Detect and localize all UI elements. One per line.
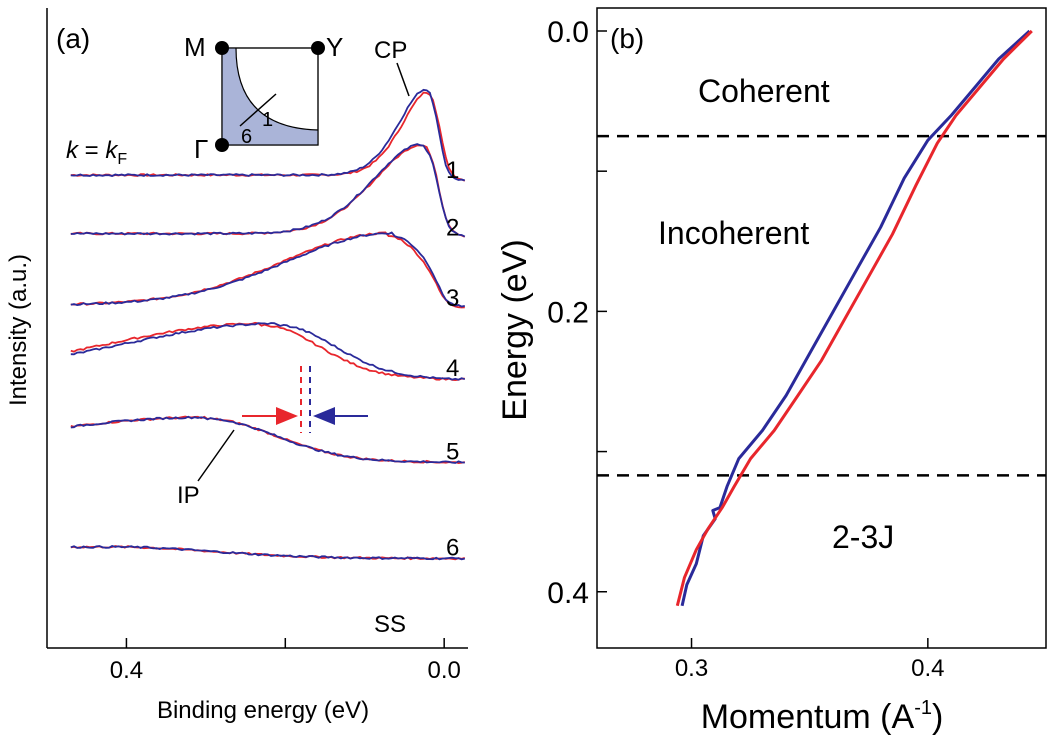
inset-square-outline: [221, 47, 319, 146]
inset-m-label: M: [184, 32, 206, 62]
edc-4-blue: [70, 322, 466, 381]
kf-sub: F: [117, 151, 127, 168]
inset-cut-1: 1: [262, 109, 273, 131]
panel-b-label: (b): [610, 23, 644, 54]
kf-eq: =: [78, 137, 105, 164]
ip-pointer: [197, 429, 235, 482]
inset-y-point: [311, 41, 325, 55]
panel-a-x-label: Binding energy (eV): [157, 697, 369, 724]
cp-label: CP: [374, 37, 407, 64]
kf-k: k: [66, 137, 80, 164]
edc-label-5: 5: [446, 438, 459, 465]
edc-5-blue: [70, 415, 465, 464]
edc-curve-labels: 1 2 3 4 5 6: [446, 157, 459, 562]
panel-b-y-tick-label: 0.2: [547, 296, 589, 329]
edc-1-blue: [70, 88, 466, 182]
edc-label-3: 3: [446, 285, 459, 312]
panel-a-x-tick-label: 0.4: [110, 657, 143, 684]
edc-label-6: 6: [446, 534, 459, 561]
panel-a-y-label: Intensity (a.u.): [5, 254, 32, 406]
peak-shift-markers: [242, 366, 368, 433]
panel-b-y-ticks: 0.0 0.2 0.4: [547, 16, 607, 610]
panel-a-label: (a): [56, 23, 90, 54]
panel-b: (b) 0.0 0.2 0.4 0.3 0.4 Coherent Incoherent…: [496, 7, 1047, 736]
inset-gamma-point: [215, 138, 229, 152]
edc-label-4: 4: [446, 355, 459, 382]
inset-cut-line: [239, 93, 277, 127]
panel-b-x-label-close: ): [932, 698, 943, 736]
brillouin-zone-inset: M Y Γ 1 6: [184, 32, 343, 164]
red-arrow-icon: [276, 407, 298, 425]
edc-6-blue: [70, 545, 465, 561]
panel-b-y-tick-label: 0.4: [547, 577, 589, 610]
inset-y-label: Y: [326, 32, 343, 62]
ip-label: IP: [177, 482, 200, 509]
panel-b-frame: [596, 7, 1047, 649]
edc-5-red: [70, 415, 465, 465]
incoherent-label: Incoherent: [658, 215, 809, 251]
blue-arrow-icon: [313, 407, 335, 425]
panel-b-x-ticks: 0.3 0.4: [675, 638, 945, 682]
edc-2-red: [70, 144, 466, 238]
edc-label-2: 2: [446, 214, 459, 241]
ss-label: SS: [374, 611, 406, 638]
edc-2-blue: [70, 143, 466, 238]
panel-a-x-tick-label: 0.0: [427, 657, 460, 684]
kf-k2: k: [105, 137, 119, 164]
cp-pointer: [396, 62, 410, 97]
dispersion-curves: [675, 29, 1033, 607]
panel-b-x-tick-label: 0.3: [675, 655, 708, 682]
panel-b-y-label: Energy (eV): [496, 239, 534, 420]
inset-gamma-label: Γ: [194, 134, 208, 164]
panel-a-x-ticks: 0.4 0.0: [110, 638, 461, 684]
inset-fermi-surface: [235, 47, 319, 131]
edc-3-red: [70, 231, 465, 309]
panel-b-y-tick-label: 0.0: [547, 16, 589, 49]
kf-label: k = kF: [66, 137, 127, 168]
panel-b-x-tick-label: 0.4: [911, 655, 944, 682]
edc-curves: [70, 88, 466, 561]
inset-cut-6: 6: [241, 126, 252, 148]
dispersion-red: [675, 29, 1033, 607]
panel-a: (a) 0.4 0.0 Binding energy (eV) Intensity…: [5, 8, 468, 724]
edc-label-1: 1: [446, 157, 459, 184]
inset-m-point: [215, 41, 229, 55]
two-three-j-label: 2-3J: [832, 519, 894, 555]
coherent-label: Coherent: [698, 73, 830, 109]
edc-4-red: [70, 321, 465, 382]
panel-b-x-label-main: Momentum (A: [701, 698, 915, 736]
panel-b-x-label: Momentum (A-1): [701, 697, 944, 736]
panel-b-region-boundaries: [597, 134, 1046, 477]
panel-b-x-label-sup: -1: [914, 697, 932, 719]
edc-3-blue: [70, 231, 465, 308]
